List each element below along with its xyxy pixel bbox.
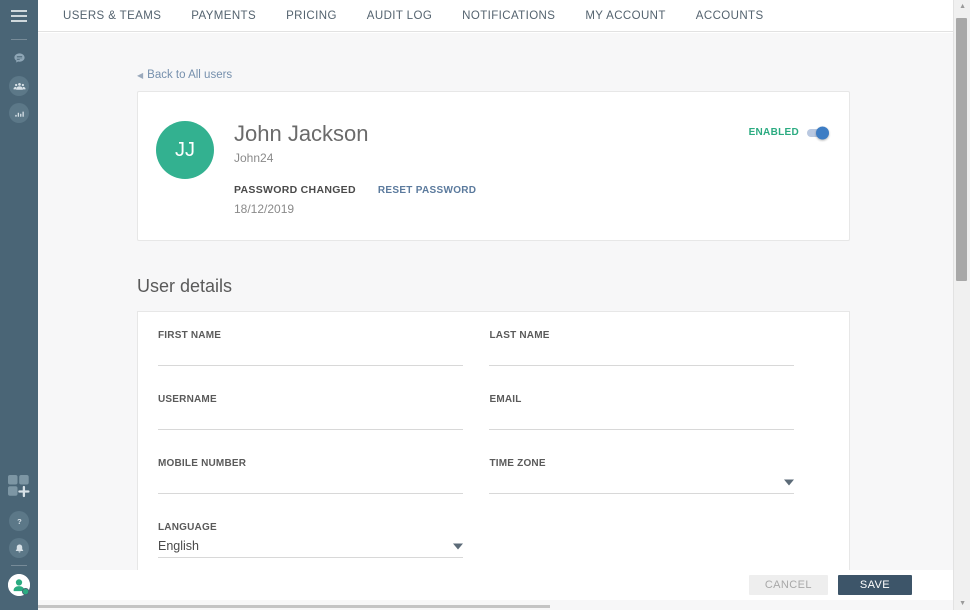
svg-text:?: ?: [17, 517, 22, 526]
